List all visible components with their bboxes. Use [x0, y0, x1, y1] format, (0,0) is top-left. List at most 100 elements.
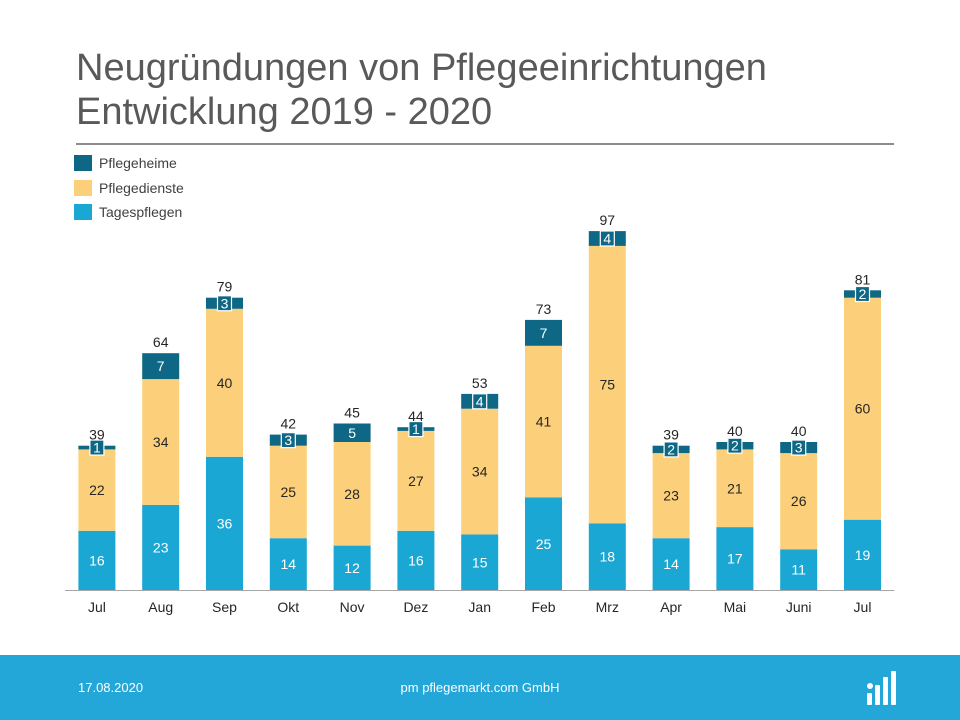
data-label-pflegeheime: 2 [667, 441, 675, 457]
bar-tagespflegen [716, 527, 754, 590]
chart-title-line-2: Entwicklung 2019 - 2020 [76, 91, 493, 133]
data-label-pflegedienste: 22 [89, 482, 105, 498]
data-label-pflegedienste: 75 [600, 377, 616, 393]
total-label: 79 [217, 279, 233, 295]
data-label-tagespflegen: 15 [472, 554, 488, 570]
label-box-pflegeheime [727, 437, 743, 454]
data-label-tagespflegen: 14 [663, 556, 679, 572]
bar-tagespflegen [206, 456, 243, 590]
data-label-pflegeheime: 4 [603, 231, 611, 247]
data-label-tagespflegen: 36 [217, 515, 233, 531]
stacked-bar-chart: 1622139Jul2334764Aug3640379Sep1425342Okt… [65, 212, 895, 615]
x-tick-label: Okt [277, 599, 299, 615]
legend-swatch-pflegedienste [74, 180, 92, 196]
data-label-pflegedienste: 34 [153, 434, 169, 450]
bar-tagespflegen [142, 504, 180, 590]
data-label-pflegeheime: 5 [348, 425, 356, 441]
bar-pflegedienste [333, 442, 371, 546]
legend-label-pflegedienste: Pflegedienste [99, 180, 184, 196]
x-tick-label: Jul [88, 599, 106, 615]
footer-date: 17.08.2020 [78, 680, 144, 695]
bar-pflegedienste [206, 308, 243, 457]
total-label: 40 [791, 423, 807, 439]
data-label-tagespflegen: 11 [791, 562, 806, 578]
data-label-tagespflegen: 14 [281, 556, 297, 572]
data-label-pflegeheime: 2 [731, 438, 739, 454]
bar-tagespflegen [461, 534, 499, 590]
chart-title-line-1: Neugründungen von Pflegeeinrichtungen [76, 47, 767, 89]
bar-pflegedienste [78, 449, 116, 531]
bar-tagespflegen [652, 538, 690, 590]
total-label: 53 [472, 375, 488, 391]
bar-tagespflegen [844, 519, 881, 590]
data-label-tagespflegen: 23 [153, 539, 169, 555]
x-tick-label: Mai [724, 599, 747, 615]
label-box-pflegeheime [599, 230, 615, 247]
bar-tagespflegen [780, 549, 818, 590]
data-label-pflegeheime: 3 [221, 295, 229, 311]
label-box-pflegeheime [89, 439, 105, 456]
bar-pflegedienste [716, 449, 754, 528]
bar-chart-logo-icon [867, 671, 896, 705]
bar-pflegedienste [269, 445, 307, 539]
total-label: 64 [153, 334, 169, 350]
x-tick-label: Feb [531, 599, 555, 615]
total-label: 42 [281, 416, 297, 432]
data-label-pflegedienste: 41 [536, 414, 552, 430]
bar-tagespflegen [78, 530, 116, 590]
bar-pflegedienste [525, 345, 562, 498]
data-label-tagespflegen: 18 [600, 549, 616, 565]
total-label: 45 [344, 405, 360, 421]
label-box-pflegeheime [791, 439, 807, 456]
legend-swatch-pflegeheime [74, 155, 92, 171]
bar-tagespflegen [333, 545, 371, 590]
bar-pflegedienste [780, 453, 818, 550]
bar-tagespflegen [269, 538, 307, 590]
label-box-pflegeheime [854, 285, 871, 303]
bar-pflegeheime [333, 423, 371, 442]
x-tick-label: Nov [340, 599, 365, 615]
legend-label-tagespflegen: Tagespflegen [99, 204, 183, 220]
x-tick-label: Jul [854, 599, 872, 615]
bar-pflegedienste [461, 408, 499, 535]
data-label-tagespflegen: 12 [344, 560, 360, 576]
bar-pflegedienste [652, 453, 690, 539]
x-tick-label: Apr [660, 599, 682, 615]
bar-pflegedienste [588, 245, 626, 524]
title-divider [76, 143, 894, 145]
data-label-tagespflegen: 16 [408, 552, 424, 568]
x-tick-label: Juni [786, 599, 812, 615]
label-box-pflegeheime [408, 420, 424, 438]
data-label-pflegedienste: 28 [344, 486, 360, 502]
x-tick-label: Mrz [596, 599, 619, 615]
data-label-tagespflegen: 17 [727, 551, 743, 567]
data-label-pflegeheime: 7 [540, 325, 548, 341]
total-label: 39 [89, 427, 105, 443]
data-label-pflegedienste: 40 [217, 375, 233, 391]
data-label-pflegeheime: 1 [93, 440, 101, 456]
data-label-pflegedienste: 25 [281, 484, 297, 500]
data-label-tagespflegen: 25 [536, 536, 552, 552]
total-label: 44 [408, 408, 424, 424]
x-tick-label: Jan [468, 599, 491, 615]
data-label-pflegedienste: 23 [663, 488, 679, 504]
footer-bar: 17.08.2020 pm pflegemarkt.com GmbH [0, 655, 960, 720]
footer-company: pm pflegemarkt.com GmbH [400, 680, 560, 695]
x-tick-label: Sep [212, 599, 237, 615]
data-label-pflegedienste: 34 [472, 464, 488, 480]
label-box-pflegeheime [216, 295, 233, 312]
total-label: 73 [536, 301, 552, 317]
bar-pflegedienste [142, 379, 180, 505]
total-label: 39 [663, 427, 679, 443]
label-box-pflegeheime [472, 393, 488, 410]
data-label-tagespflegen: 16 [89, 552, 105, 568]
total-label: 97 [600, 212, 616, 228]
data-label-pflegeheime: 3 [795, 440, 803, 456]
data-label-pflegedienste: 60 [855, 401, 871, 417]
bar-tagespflegen [397, 530, 435, 590]
label-box-pflegeheime [663, 441, 679, 458]
data-label-pflegedienste: 26 [791, 493, 807, 509]
label-box-pflegeheime [280, 432, 296, 449]
legend-label-pflegeheime: Pflegeheime [99, 155, 177, 171]
